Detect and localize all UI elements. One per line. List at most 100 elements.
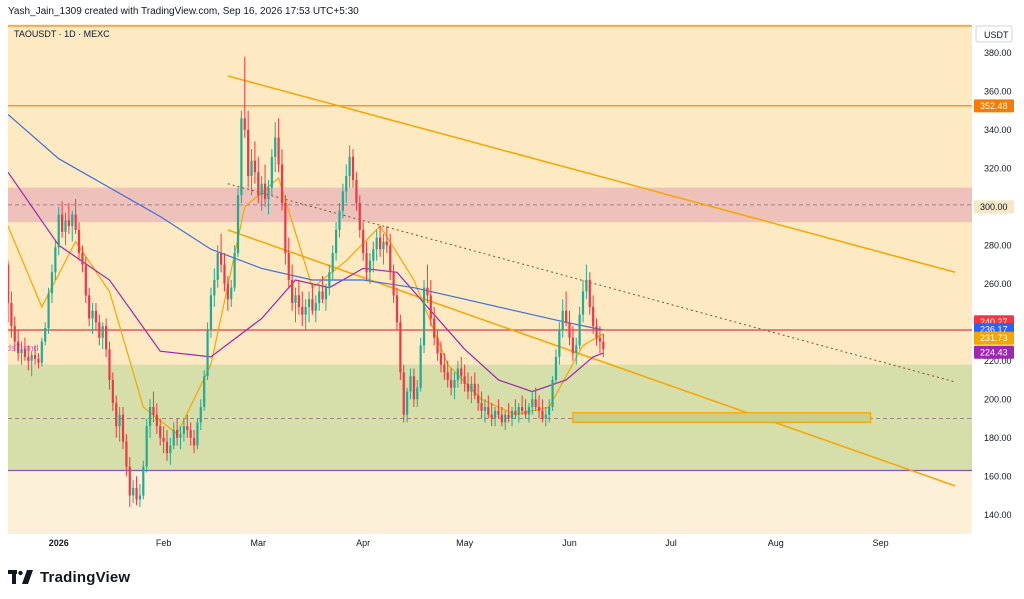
candle [101, 322, 104, 350]
candle-body [284, 202, 287, 254]
candle-body [548, 406, 551, 415]
candle [385, 226, 388, 254]
candle-body [307, 299, 311, 307]
candle [487, 395, 490, 419]
candle-body [226, 283, 229, 300]
candle [541, 399, 544, 423]
candle-body [50, 272, 54, 294]
candle [406, 387, 409, 423]
candle-body [196, 422, 199, 446]
candle [365, 241, 368, 280]
candle [301, 291, 304, 327]
candle-body [436, 337, 439, 354]
candle [531, 391, 534, 415]
candle-body [233, 253, 236, 288]
candle [111, 372, 114, 411]
candle-body [565, 310, 568, 323]
candle-body [473, 383, 476, 396]
candle [375, 229, 378, 261]
candle [162, 426, 165, 454]
candle [534, 387, 537, 411]
candle-body [328, 272, 331, 288]
ma-line-1 [7, 171, 604, 393]
candle [416, 380, 419, 407]
candle [192, 430, 196, 454]
candle [236, 187, 240, 257]
candle [565, 291, 568, 327]
candle [585, 264, 588, 300]
candle-body [531, 399, 534, 407]
candle-body [179, 433, 182, 438]
candle [243, 56, 246, 138]
candle [504, 410, 507, 431]
price-chart[interactable]: 140.00160.00180.00200.00220.00240.00260.… [6, 24, 1016, 550]
candle [399, 314, 402, 381]
price-label-text: 352.48 [980, 101, 1008, 111]
candle-body [480, 403, 483, 411]
candle [280, 149, 284, 211]
candle-body [338, 210, 341, 230]
candle [453, 372, 456, 400]
y-tick-label: 160.00 [984, 471, 1012, 481]
tradingview-logo: TradingView [8, 566, 130, 588]
candle [294, 287, 297, 323]
candle [602, 333, 605, 357]
candle [490, 403, 493, 427]
candle [148, 399, 152, 438]
candle-body [399, 322, 402, 373]
time-axis [8, 534, 972, 550]
candle-body [263, 183, 267, 200]
candle [497, 399, 500, 419]
candle-body [321, 291, 324, 300]
candle-body [456, 368, 459, 381]
candle-body [598, 337, 602, 342]
candle [47, 287, 50, 334]
candle [172, 422, 175, 450]
candle-body [274, 137, 277, 157]
candle-body [243, 118, 246, 130]
candle [247, 110, 250, 188]
candle [263, 164, 267, 207]
y-tick-label: 220.00 [984, 356, 1012, 366]
candle [71, 210, 74, 242]
candle [338, 202, 341, 238]
candle-body [578, 314, 581, 346]
candle [514, 399, 517, 419]
candle [429, 279, 432, 327]
candle [480, 391, 483, 419]
candle [230, 279, 233, 307]
x-tick-label: Apr [356, 538, 370, 548]
candle-body [165, 441, 169, 454]
candle-body [314, 303, 317, 311]
candle [179, 426, 182, 450]
candle [199, 399, 202, 431]
candle-body [382, 241, 385, 250]
candle-body [385, 241, 388, 246]
candle [446, 360, 449, 388]
y-tick-label: 360.00 [984, 86, 1012, 96]
candle [527, 403, 530, 423]
candle [378, 226, 382, 257]
candle [57, 206, 60, 255]
candle-body [297, 295, 300, 307]
candle [284, 195, 287, 265]
candle-body [477, 395, 480, 404]
candle-body [324, 287, 328, 300]
candle [223, 253, 226, 292]
candle [40, 337, 43, 367]
candle-body [450, 380, 453, 388]
candle [159, 418, 162, 446]
candle [334, 222, 338, 261]
y-tick-label: 320.00 [984, 163, 1012, 173]
candle-body [57, 214, 60, 248]
candle-body [365, 253, 368, 273]
candle-body [219, 253, 223, 265]
candle [138, 483, 142, 508]
candle-body [91, 310, 94, 319]
candle-body [395, 295, 399, 323]
candle [260, 176, 263, 211]
candle-body [592, 306, 595, 327]
candle-body [362, 229, 365, 254]
candle-body [585, 279, 588, 292]
chart-area[interactable]: 140.00160.00180.00200.00220.00240.00260.… [6, 24, 1016, 550]
